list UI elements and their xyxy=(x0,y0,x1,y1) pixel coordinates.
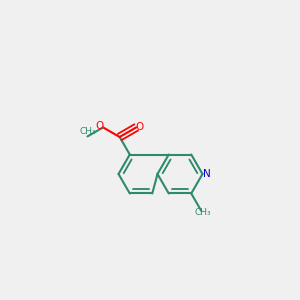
Text: CH₃: CH₃ xyxy=(195,208,211,217)
Text: O: O xyxy=(136,122,144,132)
Text: N: N xyxy=(203,169,211,179)
Text: CH₃: CH₃ xyxy=(79,128,96,136)
Text: O: O xyxy=(95,121,104,131)
